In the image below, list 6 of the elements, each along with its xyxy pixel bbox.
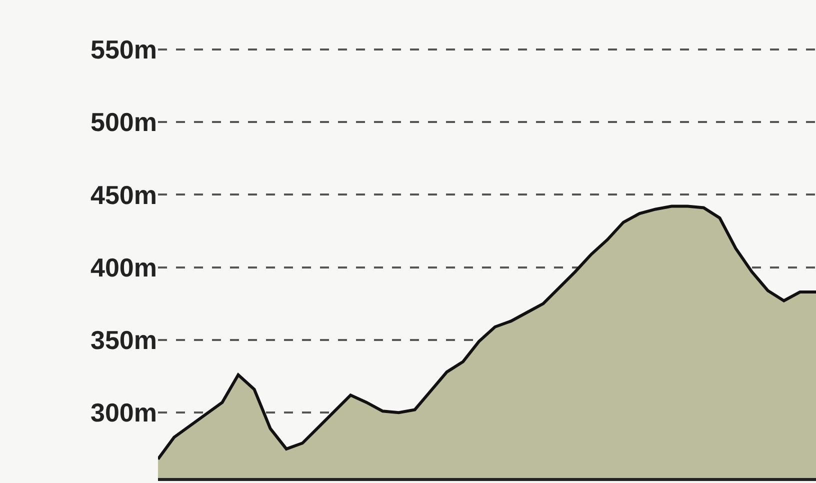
y-tick-label: 450m [90,180,157,210]
y-tick-label: 550m [90,34,157,64]
y-tick-label: 400m [90,252,157,282]
y-tick-label: 500m [90,107,157,138]
y-tick-label: 350m [90,325,157,356]
y-tick-label: 300m [90,398,157,428]
